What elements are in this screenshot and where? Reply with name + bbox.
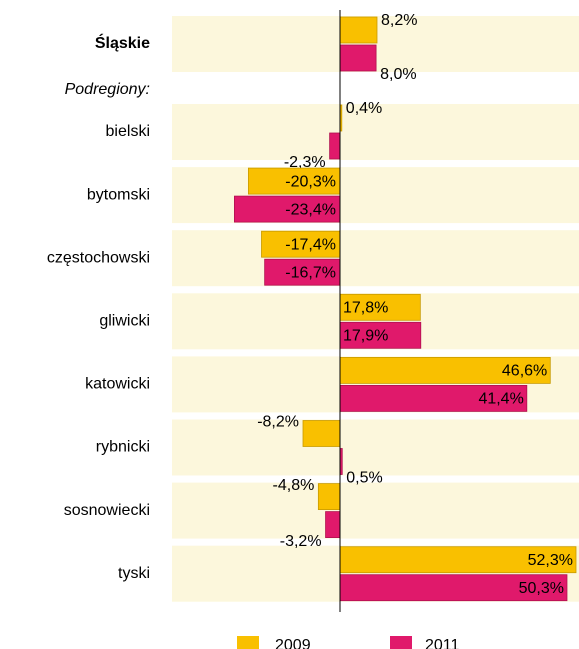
bar (234, 195, 341, 223)
value-label: -8,2% (257, 414, 299, 431)
bar (302, 420, 341, 447)
value-label: -4,8% (273, 477, 315, 494)
value-label: -16,7% (285, 264, 336, 281)
value-label: 17,9% (343, 328, 388, 345)
bar (339, 321, 422, 349)
legend-label: 2009 (275, 637, 311, 649)
value-label: -23,4% (285, 201, 336, 218)
row-band (172, 104, 579, 160)
value-label: 8,0% (380, 66, 416, 83)
category-label: bytomski (87, 186, 150, 203)
category-label: bielski (106, 123, 150, 140)
row-band (172, 230, 579, 287)
row-band (172, 419, 579, 476)
category-label: sosnowiecki (64, 502, 150, 519)
bar (339, 356, 551, 384)
value-label: 50,3% (519, 580, 564, 597)
bar (325, 511, 341, 539)
category-label: rybnicki (96, 439, 150, 456)
bar (317, 483, 341, 511)
legend-swatch (390, 636, 412, 649)
category-label: tyski (118, 565, 150, 582)
value-label: -3,2% (280, 533, 322, 550)
bar (339, 16, 378, 44)
legend-swatch (237, 636, 259, 649)
value-label: 0,5% (346, 470, 382, 487)
value-label: 46,6% (502, 363, 547, 380)
value-label: -2,3% (284, 154, 326, 171)
category-label: gliwicki (99, 313, 150, 330)
value-label: 52,3% (528, 552, 573, 569)
bar (339, 574, 568, 602)
value-label: -17,4% (285, 236, 336, 253)
value-label: 41,4% (478, 391, 523, 408)
value-label: 0,4% (346, 100, 382, 117)
value-label: -20,3% (285, 173, 336, 190)
bar (339, 44, 377, 72)
bar (339, 546, 577, 574)
row-band (172, 167, 579, 224)
category-label: katowicki (85, 376, 150, 393)
category-label: częstochowski (47, 249, 150, 266)
bar (329, 132, 341, 160)
category-label: Śląskie (95, 33, 150, 52)
value-label: 17,8% (343, 300, 388, 317)
row-band (172, 482, 579, 539)
bar (339, 384, 528, 412)
legend-label: 2011 (425, 637, 460, 649)
value-label: 8,2% (381, 12, 417, 29)
annotation: Podregiony: (65, 81, 150, 98)
